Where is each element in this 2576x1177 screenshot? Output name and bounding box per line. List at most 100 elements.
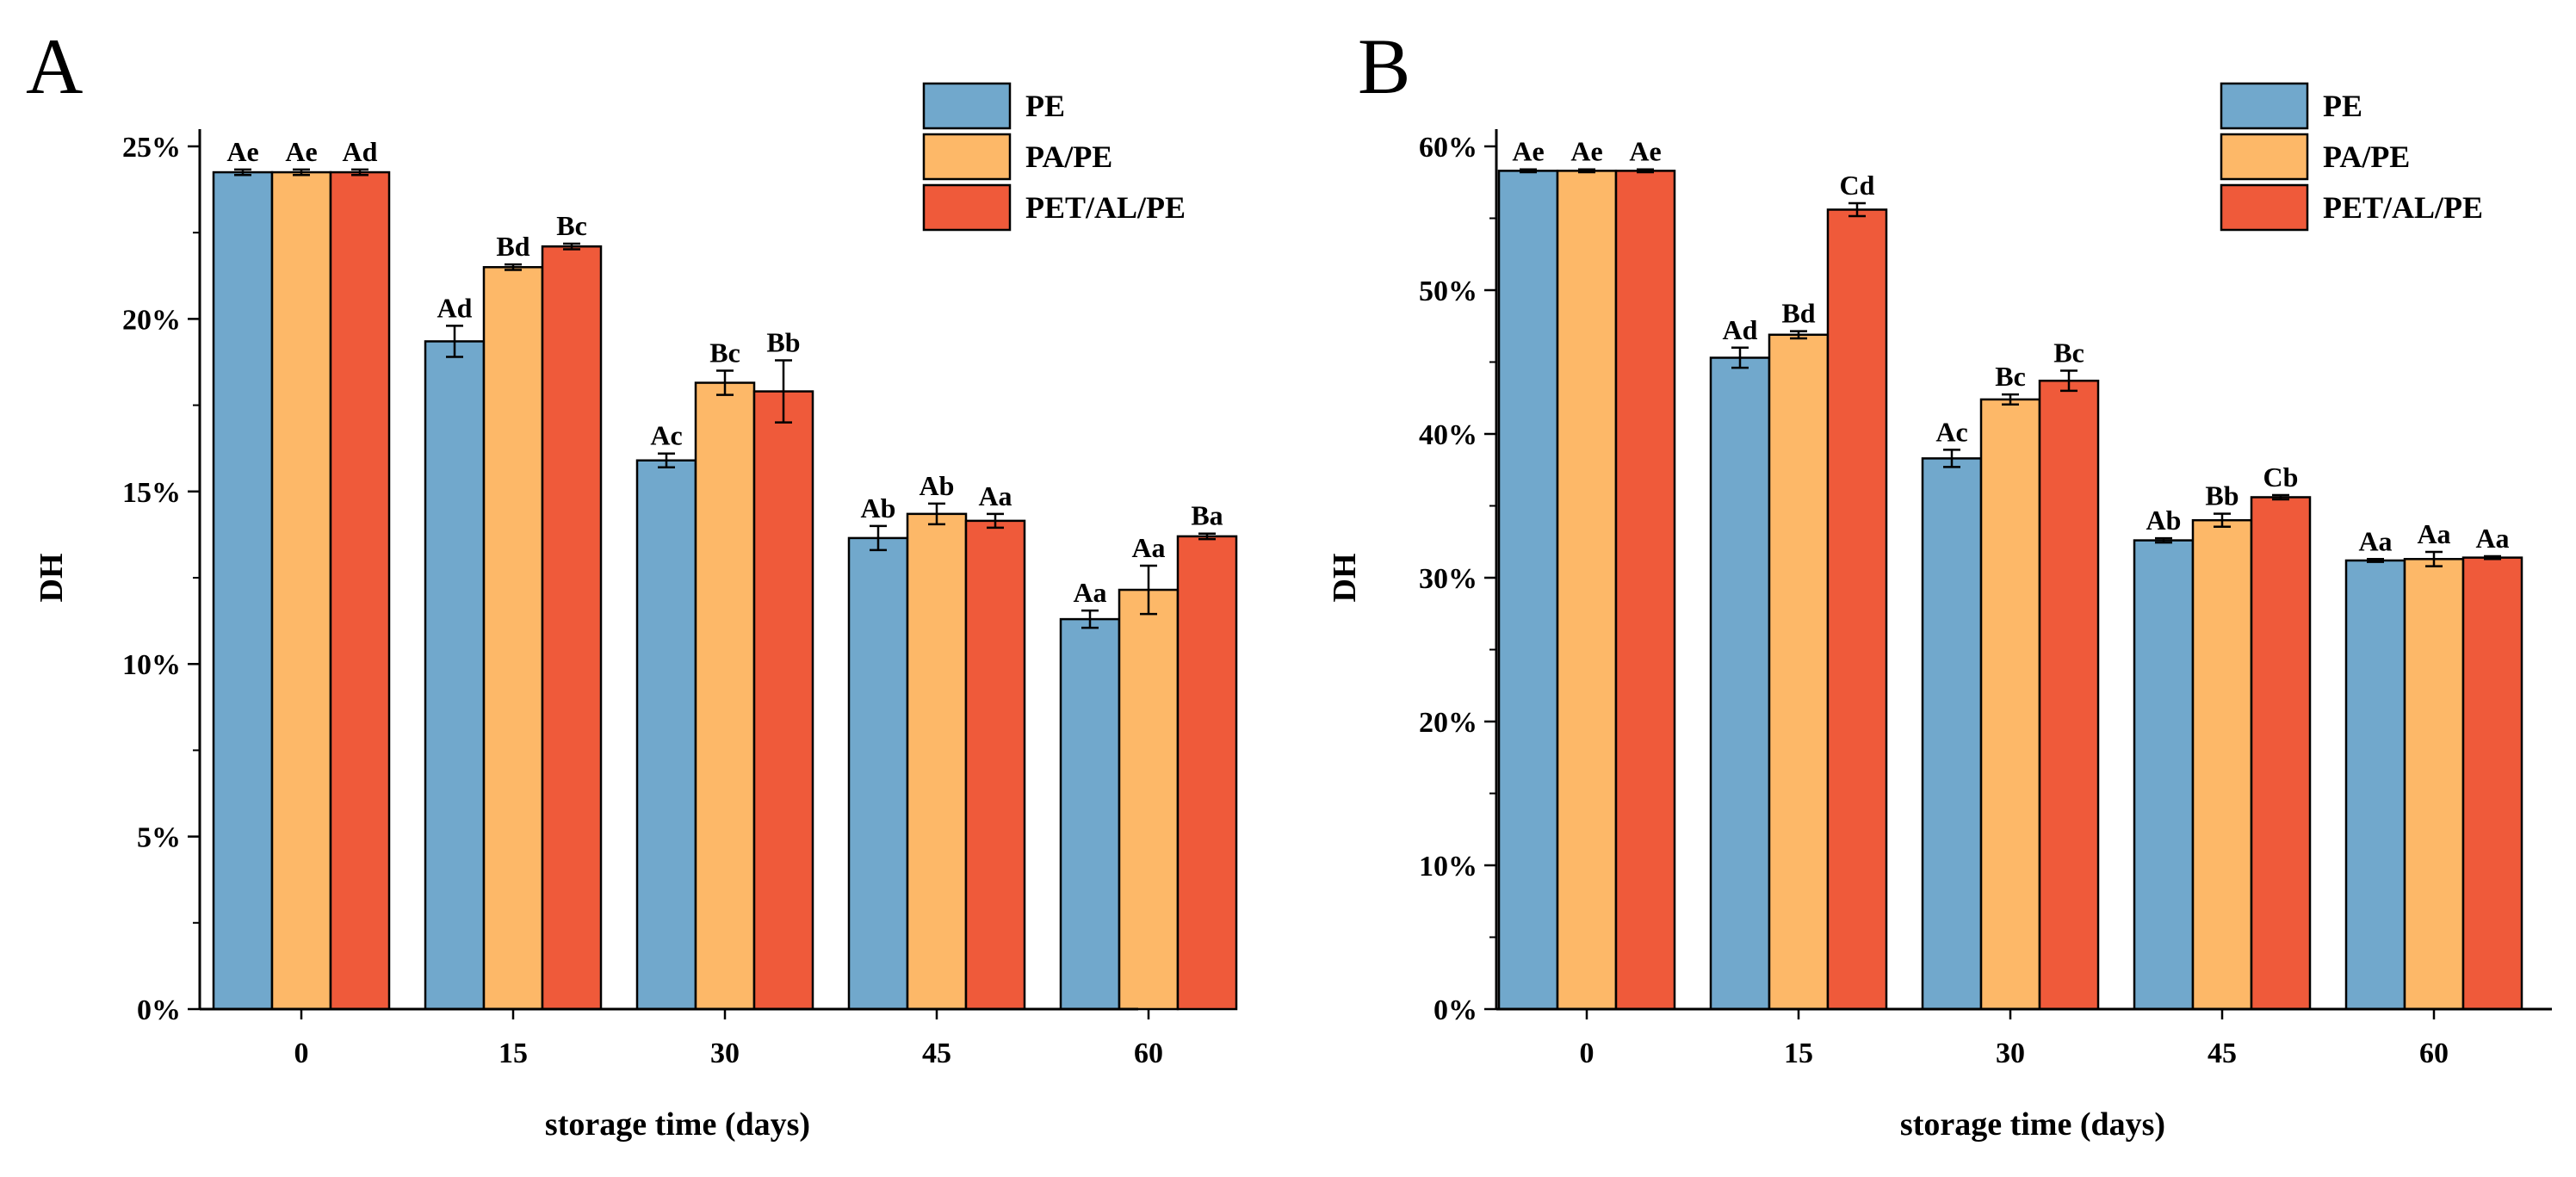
y-tick-label: 20% [1419, 707, 1477, 739]
x-tick-label: 60 [1134, 1038, 1163, 1069]
x-tick-label: 30 [1996, 1038, 2025, 1069]
x-tick-label: 0 [294, 1038, 309, 1069]
y-tick-label: 25% [122, 132, 181, 164]
bar [2461, 556, 2523, 1011]
data-label: Aa [2358, 525, 2392, 556]
data-label: Ad [437, 292, 473, 323]
bar [482, 266, 544, 1011]
bar [694, 381, 756, 1011]
data-label: Cd [1840, 170, 1875, 201]
y-tick-label: 30% [1419, 563, 1477, 595]
legend-label: PE [2323, 89, 2362, 123]
bar [1768, 333, 1830, 1011]
data-label: Aa [1073, 577, 1106, 608]
legend-label: PE [1025, 89, 1065, 123]
legend-swatch [2220, 183, 2309, 232]
y-tick-label: 0% [1434, 994, 1477, 1026]
bar [1709, 356, 1771, 1011]
data-label: Ae [226, 136, 258, 167]
data-label: Bc [556, 210, 587, 241]
y-tick-label: 50% [1419, 276, 1477, 307]
y-tick-label: 20% [122, 304, 181, 336]
legend-swatch [922, 82, 1012, 130]
bar [2344, 559, 2406, 1011]
bar [1556, 170, 1618, 1011]
data-label: Bd [1781, 298, 1815, 329]
bar [2403, 558, 2465, 1011]
bar [2038, 379, 2100, 1011]
legend-swatch [2220, 82, 2309, 130]
data-label: Bd [496, 231, 529, 262]
bar [752, 390, 814, 1011]
x-tick-label: 15 [498, 1038, 528, 1069]
y-axis-title: DH [1327, 554, 1363, 603]
legend-swatch [922, 133, 1012, 181]
y-tick-label: 10% [1419, 851, 1477, 883]
data-label: Ac [650, 420, 682, 451]
bar [2250, 496, 2312, 1011]
y-tick-label: 0% [137, 994, 181, 1026]
data-label: Ae [285, 136, 317, 167]
bar [270, 170, 332, 1011]
bar [1614, 170, 1676, 1011]
x-axis-title: storage time (days) [545, 1106, 810, 1143]
x-axis-title: storage time (days) [1900, 1106, 2165, 1143]
data-label: Ab [861, 492, 896, 523]
bar [541, 245, 603, 1011]
bar [424, 340, 486, 1011]
data-label: Ac [1935, 416, 1967, 447]
legend-swatch [2220, 133, 2309, 181]
legend-swatch [922, 183, 1012, 232]
y-tick-label: 15% [122, 477, 181, 509]
data-label: Bc [1995, 361, 2026, 392]
data-label: Ad [343, 136, 378, 167]
bar [1176, 535, 1238, 1011]
chart-panel-a: A Ae Ae Ad 0 Ad Bd Bc 15 Ac Bc Bb 30 Ab Ab Aa 45 Aa Aa Ba 60… [26, 22, 1238, 1143]
bar [847, 536, 909, 1011]
panel-label: B [1358, 22, 1410, 110]
x-tick-label: 60 [2419, 1038, 2449, 1069]
y-axis-title: DH [34, 554, 70, 603]
data-label: Bb [766, 326, 800, 357]
data-label: Ad [1723, 314, 1758, 345]
data-label: Ab [920, 470, 955, 501]
data-label: Bc [709, 338, 740, 369]
x-tick-label: 45 [922, 1038, 951, 1069]
legend-label: PET/AL/PE [2323, 190, 2483, 225]
data-label: Aa [2417, 518, 2450, 549]
legend-label: PET/AL/PE [1025, 190, 1186, 225]
bar [906, 512, 968, 1011]
bar [1497, 170, 1559, 1011]
panel-label: A [26, 22, 83, 110]
legend: PE PA/PE PET/AL/PE [2220, 82, 2483, 232]
data-label: Bb [2205, 480, 2239, 511]
data-label: Cb [2263, 462, 2299, 492]
x-tick-label: 30 [710, 1038, 740, 1069]
chart-panel-b: B Ae Ae Ae 0 Ad Bd Cd 15 Ac Bc Bc 30 Ab Bb Cb 45 Aa Aa Aa 60… [1327, 22, 2552, 1143]
bar [1921, 457, 1983, 1011]
x-tick-label: 45 [2208, 1038, 2237, 1069]
x-tick-label: 0 [1580, 1038, 1595, 1069]
legend: PE PA/PE PET/AL/PE [922, 82, 1186, 232]
y-tick-label: 10% [122, 649, 181, 681]
data-label: Aa [2475, 523, 2509, 554]
data-label: Aa [1131, 532, 1165, 563]
y-tick-label: 60% [1419, 132, 1477, 164]
bar [964, 519, 1026, 1011]
bar [2133, 539, 2195, 1011]
data-label: Ae [1512, 136, 1544, 167]
x-tick-label: 15 [1784, 1038, 1813, 1069]
bar [2191, 518, 2253, 1011]
data-label: Ab [2146, 505, 2182, 536]
y-tick-label: 5% [137, 822, 181, 854]
data-label: Ae [1570, 136, 1602, 167]
bar [212, 170, 274, 1011]
bar [1118, 588, 1180, 1011]
bar [635, 459, 697, 1011]
bar [1979, 398, 2041, 1011]
y-tick-label: 40% [1419, 419, 1477, 451]
bar [1826, 208, 1888, 1011]
data-label: Aa [978, 480, 1012, 511]
bar [329, 170, 391, 1011]
